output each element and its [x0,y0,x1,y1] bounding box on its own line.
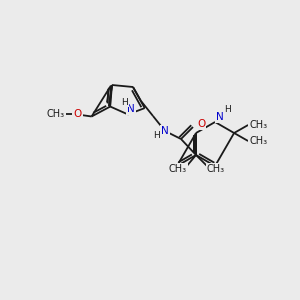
Text: CH₃: CH₃ [169,164,187,174]
Text: O: O [74,110,82,119]
Text: CH₃: CH₃ [249,136,267,146]
Text: N: N [216,112,224,122]
Text: CH₃: CH₃ [207,164,225,174]
Text: H: H [154,131,160,140]
Text: N: N [161,126,169,136]
Text: H: H [122,98,128,107]
Text: O: O [197,119,205,129]
Text: N: N [127,104,135,114]
Text: CH₃: CH₃ [46,110,65,119]
Text: CH₃: CH₃ [249,120,267,130]
Text: H: H [224,106,230,115]
